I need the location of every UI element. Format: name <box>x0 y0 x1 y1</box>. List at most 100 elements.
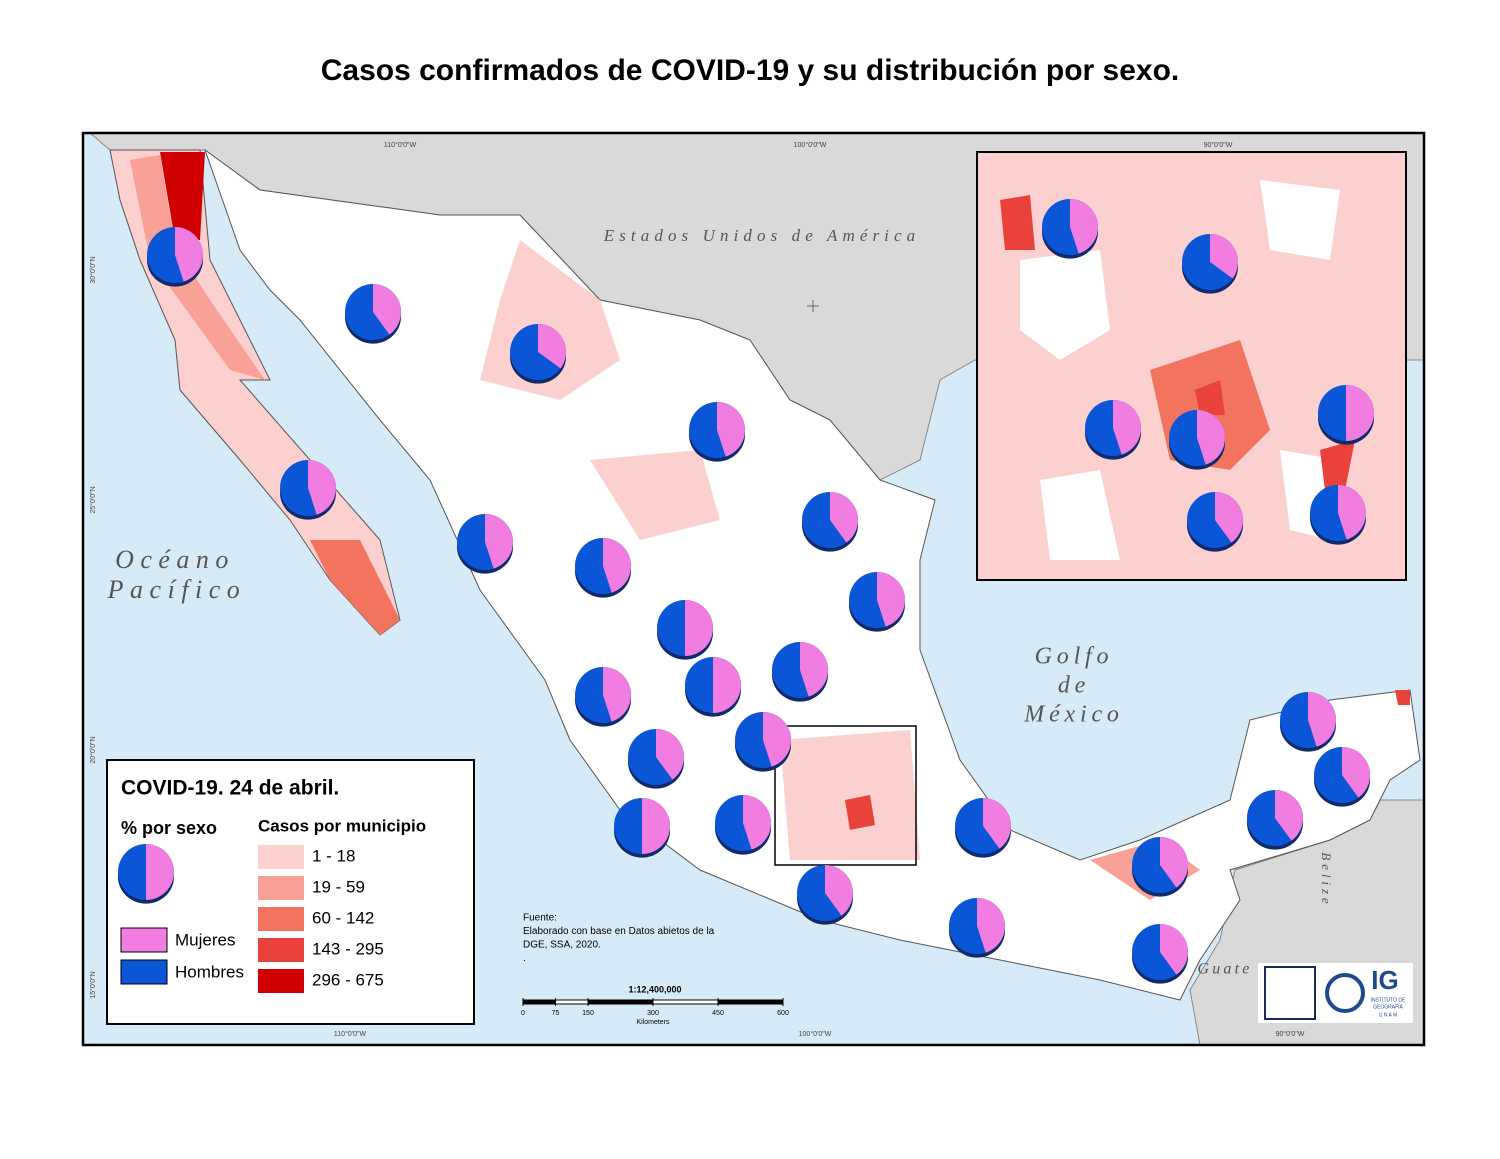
legend-swatch <box>258 938 304 962</box>
inset-extent <box>774 725 917 866</box>
inset-white-areas <box>1020 180 1340 560</box>
pie-chart <box>575 667 631 727</box>
graticule-label: 100°0'0"W <box>799 1030 832 1038</box>
pie-chart <box>1169 410 1225 470</box>
scale-segment <box>588 1000 653 1004</box>
pie-mujeres <box>713 657 741 713</box>
pie-chart <box>797 865 853 925</box>
legend-label: Hombres <box>175 962 244 981</box>
source-text: Fuente: <box>523 913 557 924</box>
pie-mujeres <box>1308 692 1337 747</box>
legend-label: 60 - 142 <box>312 908 374 927</box>
pie-chart <box>1310 485 1366 545</box>
pie-chart <box>685 657 741 717</box>
pie-mujeres <box>538 324 567 369</box>
pie-mujeres <box>717 402 746 457</box>
pie-mujeres <box>1160 924 1189 975</box>
pie-mujeres <box>1113 400 1142 455</box>
pie-mujeres <box>743 795 771 850</box>
legend-heading: % por sexo <box>121 818 217 838</box>
legend-label: 1 - 18 <box>312 846 355 865</box>
pie-mujeres <box>603 538 631 593</box>
graticule-label: 20°0'0"N <box>89 736 97 763</box>
pie-mujeres <box>800 642 829 697</box>
legend-swatch <box>258 845 304 869</box>
pie-chart <box>1132 837 1189 897</box>
pie-mujeres <box>1215 492 1243 543</box>
legend-label: Mujeres <box>175 930 235 949</box>
pie-mujeres <box>977 898 1006 953</box>
pie-chart <box>802 492 858 552</box>
pie-chart <box>949 898 1006 958</box>
graticule-label: 110°0'0"W <box>384 141 417 149</box>
scale-tick-label: 600 <box>777 1010 789 1017</box>
scale-tick-label: 0 <box>521 1010 525 1017</box>
pie-chart <box>1187 492 1243 552</box>
legend-swatch <box>258 907 304 931</box>
logo-bg <box>1258 963 1413 1023</box>
pie-chart <box>689 402 746 462</box>
unam-shield <box>1264 966 1316 1020</box>
source-text: DGE, SSA, 2020. <box>523 940 601 951</box>
municipality <box>1395 690 1410 705</box>
scale-unit: Kilometers <box>636 1019 670 1026</box>
map-frame <box>81 131 1426 1047</box>
municipality <box>845 795 875 830</box>
pie-chart <box>849 572 906 632</box>
municipality <box>130 155 265 380</box>
municipality <box>780 730 920 860</box>
pie-mujeres <box>1346 385 1374 441</box>
pie-mujeres <box>603 667 631 722</box>
pie-chart <box>614 798 670 858</box>
ig-globe <box>1325 973 1365 1013</box>
pie-chart <box>1318 385 1374 445</box>
place-label: Pacífico <box>107 575 247 604</box>
pie-chart <box>715 795 771 855</box>
scale-tick-label: 300 <box>647 1010 659 1017</box>
pie-mujeres <box>1160 837 1189 888</box>
pie-chart <box>1314 747 1371 807</box>
logo-text: GEOGRAFÍA <box>1373 1003 1403 1010</box>
pie-chart <box>1085 400 1142 460</box>
pie-mujeres <box>983 798 1011 849</box>
pie-chart <box>510 324 567 384</box>
pie-mujeres <box>1338 485 1366 540</box>
pie-chart <box>657 600 713 660</box>
pie-chart <box>457 514 514 574</box>
pie-mujeres <box>685 600 713 656</box>
pie-mujeres <box>825 865 853 916</box>
pie-chart <box>772 642 829 702</box>
pie-chart <box>280 460 337 520</box>
scale-segment <box>523 1000 556 1004</box>
inset-municipalities <box>1000 195 1035 250</box>
legend-swatch <box>258 876 304 900</box>
place-label: Guate <box>1197 961 1252 978</box>
place-label: Océano <box>115 545 235 574</box>
legend-label: 143 - 295 <box>312 939 384 958</box>
pie-chart <box>955 798 1011 858</box>
pie-chart <box>147 227 204 287</box>
graticule-label: 90°0'0"W <box>1276 1030 1305 1038</box>
graticule-label: 90°0'0"W <box>1204 141 1233 149</box>
pie-mujeres <box>1210 234 1238 279</box>
pie-mujeres <box>1070 199 1099 254</box>
legend-heading: Casos por municipio <box>258 816 426 835</box>
logo-acronym: IG <box>1371 965 1398 995</box>
pie-mujeres <box>642 798 670 854</box>
pie-mujeres <box>1275 790 1303 841</box>
scale-tick-label: 75 <box>552 1010 560 1017</box>
logo-text: INSTITUTO DE <box>1371 997 1406 1003</box>
legend-swatch <box>120 927 168 953</box>
pie-mujeres <box>1197 410 1225 465</box>
municipality <box>310 540 400 635</box>
source-text: Elaborado con base en Datos abietos de l… <box>523 926 715 937</box>
place-label: de <box>1058 673 1090 699</box>
pie-mujeres <box>146 844 174 900</box>
pie-mujeres <box>485 514 514 569</box>
municipality <box>590 450 720 540</box>
graticule-label: 15°0'0"N <box>89 971 97 998</box>
scale-tick-label: 150 <box>582 1010 594 1017</box>
place-label: Belize <box>1319 852 1334 907</box>
pie-mujeres <box>656 729 685 780</box>
